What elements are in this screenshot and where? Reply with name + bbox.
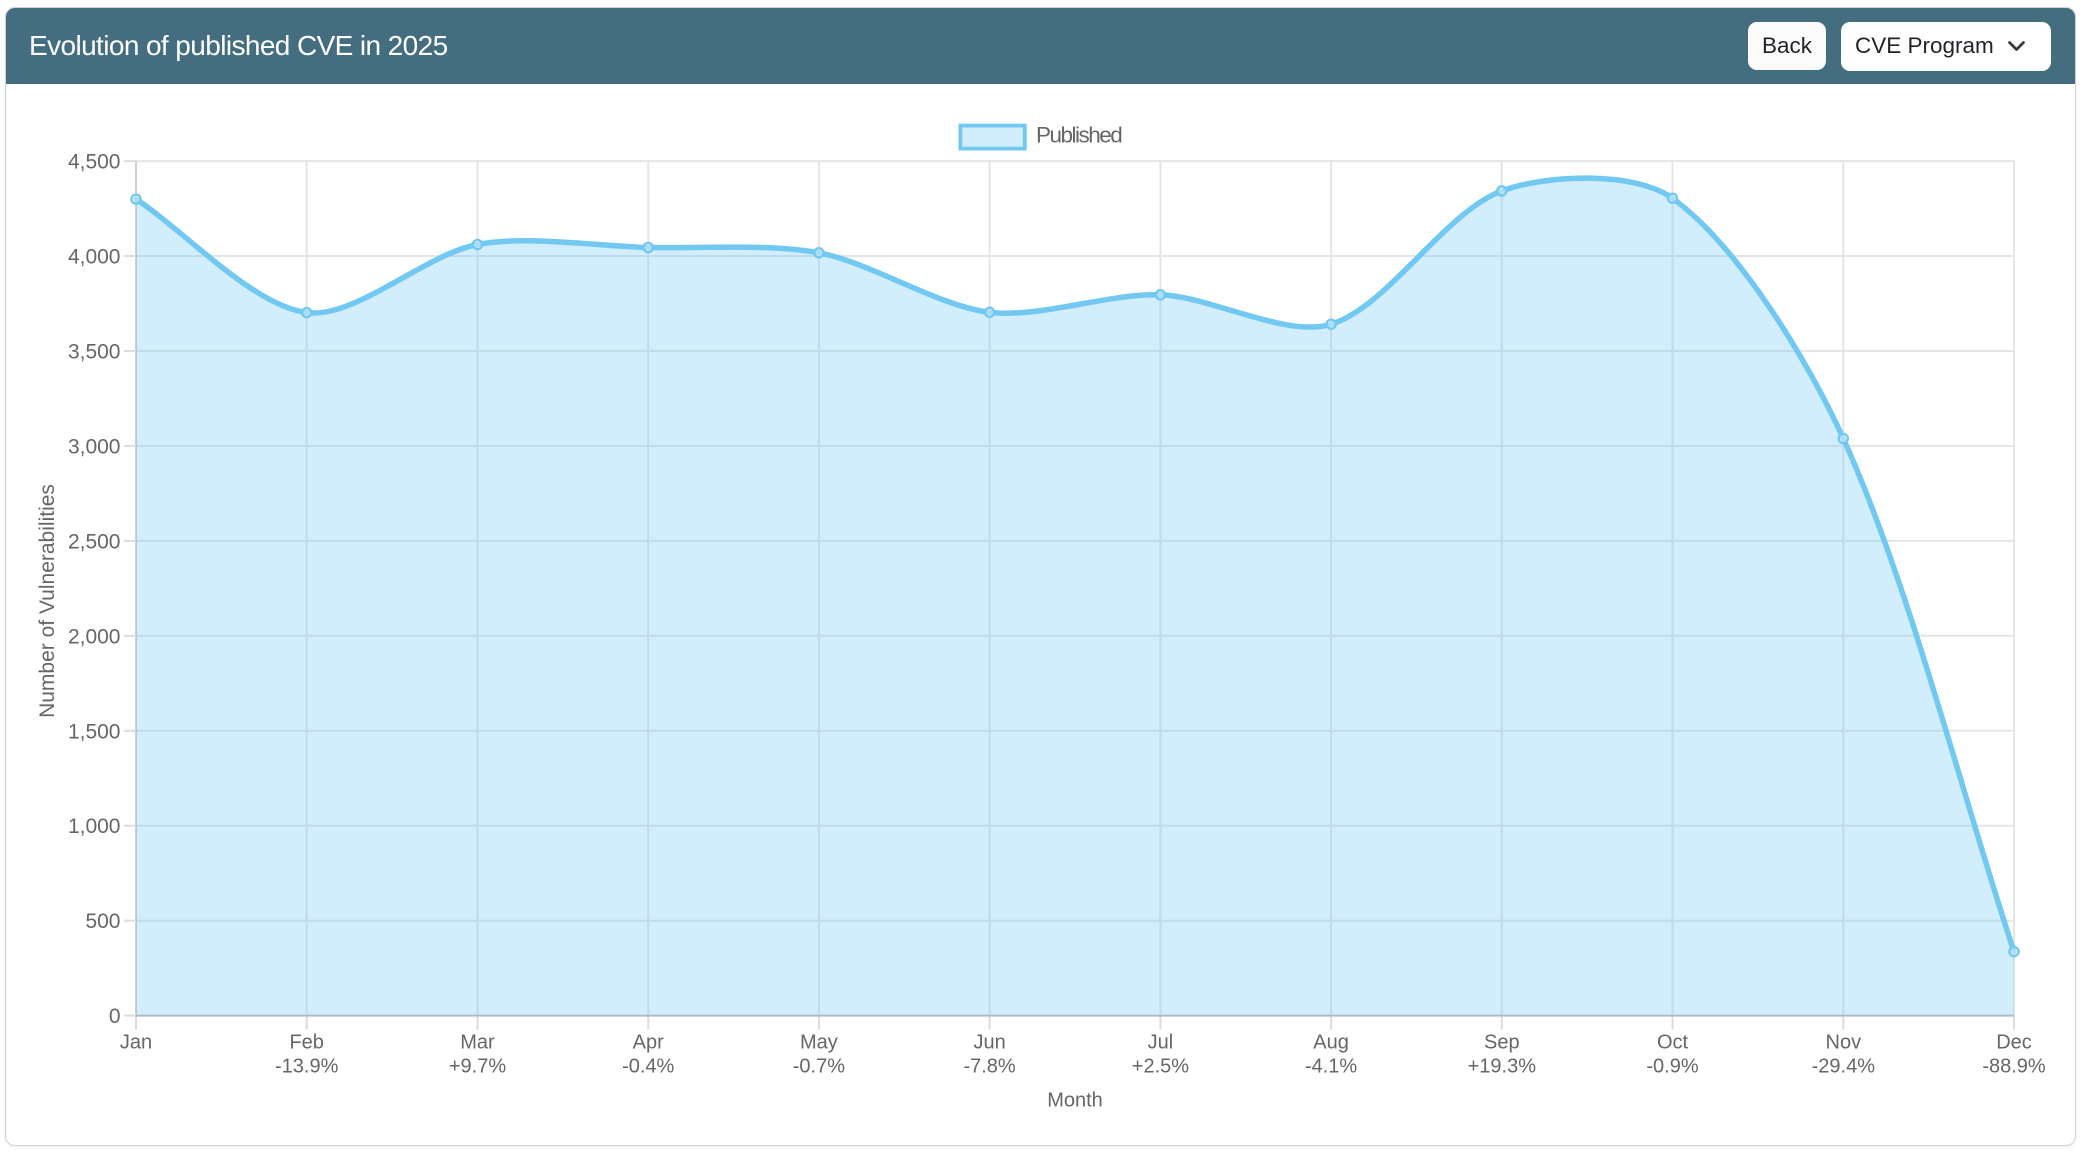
svg-text:Oct: Oct [1657,1032,1689,1054]
svg-text:500: 500 [85,910,120,933]
svg-text:1,500: 1,500 [68,720,121,743]
svg-text:-4.1%: -4.1% [1305,1056,1357,1078]
svg-text:-0.7%: -0.7% [793,1056,845,1078]
svg-text:+2.5%: +2.5% [1132,1056,1189,1078]
svg-text:Apr: Apr [633,1032,664,1054]
svg-text:-13.9%: -13.9% [275,1056,339,1078]
svg-text:-0.9%: -0.9% [1646,1056,1698,1078]
svg-text:0: 0 [109,1005,121,1028]
svg-text:Jul: Jul [1148,1032,1174,1054]
svg-text:May: May [800,1032,838,1054]
svg-text:Month: Month [1047,1090,1103,1112]
svg-text:Number of Vulnerabilities: Number of Vulnerabilities [36,484,59,718]
svg-text:+9.7%: +9.7% [449,1056,506,1078]
svg-text:Mar: Mar [460,1032,495,1054]
svg-text:-29.4%: -29.4% [1812,1056,1876,1078]
svg-text:Jan: Jan [120,1032,152,1054]
svg-text:+19.3%: +19.3% [1468,1056,1537,1078]
svg-text:Published: Published [1036,122,1122,147]
svg-text:4,000: 4,000 [68,246,121,269]
svg-text:Jun: Jun [973,1032,1005,1054]
svg-text:-7.8%: -7.8% [963,1056,1015,1078]
svg-text:-0.4%: -0.4% [622,1056,674,1078]
svg-text:Sep: Sep [1484,1032,1520,1054]
svg-text:1,000: 1,000 [68,815,121,838]
svg-text:Dec: Dec [1996,1032,2032,1054]
svg-text:Nov: Nov [1826,1032,1862,1054]
svg-text:Aug: Aug [1313,1032,1349,1054]
svg-text:-88.9%: -88.9% [1982,1056,2046,1078]
svg-text:3,000: 3,000 [68,435,121,458]
svg-text:2,000: 2,000 [68,625,121,648]
svg-text:3,500: 3,500 [68,341,121,364]
svg-text:2,500: 2,500 [68,530,121,553]
svg-text:4,500: 4,500 [68,151,121,174]
svg-text:Feb: Feb [289,1032,323,1054]
